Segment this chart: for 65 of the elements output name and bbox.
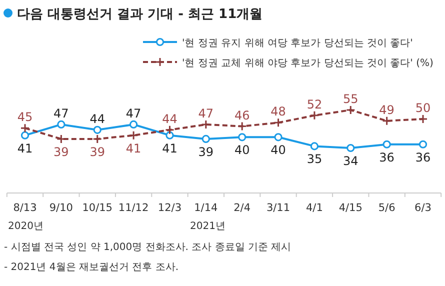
data-label: 47 bbox=[54, 106, 69, 120]
x-tick-label: 1/14 bbox=[194, 202, 218, 214]
point bbox=[20, 123, 30, 133]
x-tick-label: 5/6 bbox=[378, 202, 396, 214]
text: 2021년 bbox=[190, 221, 226, 232]
point bbox=[382, 116, 392, 126]
point bbox=[57, 120, 66, 129]
point bbox=[382, 140, 391, 148]
text: - 시점별 전국 성인 약 1,000명 전화조사. 조사 종료일 기준 제시 bbox=[4, 242, 292, 253]
x-tick-label: 12/3 bbox=[158, 202, 182, 214]
data-label: 41 bbox=[17, 141, 33, 156]
x-tick-label: 9/10 bbox=[49, 202, 73, 214]
point bbox=[20, 131, 30, 140]
data-label: 39 bbox=[198, 144, 214, 159]
x-tick-label: 10/15 bbox=[82, 202, 112, 214]
point bbox=[92, 134, 102, 144]
data-label: 41 bbox=[126, 141, 142, 156]
x-tick-label: 11/12 bbox=[118, 202, 149, 214]
data-label: 35 bbox=[306, 152, 322, 166]
data-label: 40 bbox=[270, 143, 286, 158]
data-label: 50 bbox=[415, 101, 431, 116]
data-label: 39 bbox=[54, 144, 69, 159]
text: 2020년 bbox=[8, 221, 44, 232]
data-label: 34 bbox=[342, 154, 358, 168]
data-label: 44 bbox=[162, 112, 178, 126]
point bbox=[274, 118, 284, 128]
x-tick-label: 8/13 bbox=[13, 202, 37, 214]
x-tick-label: 6/3 bbox=[414, 202, 432, 214]
legend-label: '현 정권 교체 위해 야당 후보가 당선되는 것이 좋다' (%) bbox=[182, 58, 434, 69]
point bbox=[238, 133, 246, 142]
point bbox=[274, 133, 282, 142]
point bbox=[201, 120, 211, 130]
data-label: 44 bbox=[90, 112, 106, 126]
data-label: 39 bbox=[90, 144, 106, 159]
data-label: 36 bbox=[379, 150, 394, 164]
legend-label: '현 정권 유지 위해 여당 후보가 당선되는 것이 좋다' bbox=[182, 38, 413, 49]
x-tick-label: 3/11 bbox=[266, 202, 290, 214]
x-tick-label: 2/4 bbox=[234, 202, 251, 214]
data-label: 46 bbox=[234, 108, 250, 122]
chart-title: 다음 대통령선거 결과 기대 - 최근 11개월 bbox=[17, 7, 263, 22]
point bbox=[128, 130, 138, 140]
data-label: 47 bbox=[126, 106, 142, 120]
point bbox=[164, 125, 174, 135]
point bbox=[310, 142, 319, 150]
data-label: 48 bbox=[270, 104, 286, 119]
point bbox=[346, 144, 355, 152]
text: - 2021년 4월은 재보궐선거 전후 조사. bbox=[4, 262, 178, 273]
point bbox=[310, 110, 320, 120]
point bbox=[202, 134, 210, 143]
x-tick-label: 4/15 bbox=[338, 202, 362, 214]
data-label: 47 bbox=[198, 106, 214, 120]
data-label: 40 bbox=[234, 143, 250, 158]
point bbox=[237, 122, 247, 132]
data-label: 52 bbox=[306, 97, 322, 112]
data-label: 49 bbox=[379, 102, 394, 117]
point bbox=[346, 105, 356, 115]
point bbox=[418, 140, 428, 148]
data-label: 41 bbox=[162, 141, 178, 156]
x-tick-label: 4/1 bbox=[306, 202, 323, 214]
data-label: 55 bbox=[342, 92, 358, 106]
data-label: 36 bbox=[415, 150, 431, 164]
point bbox=[418, 114, 428, 124]
data-label: 45 bbox=[17, 110, 33, 124]
point bbox=[93, 126, 102, 134]
point bbox=[129, 120, 138, 129]
